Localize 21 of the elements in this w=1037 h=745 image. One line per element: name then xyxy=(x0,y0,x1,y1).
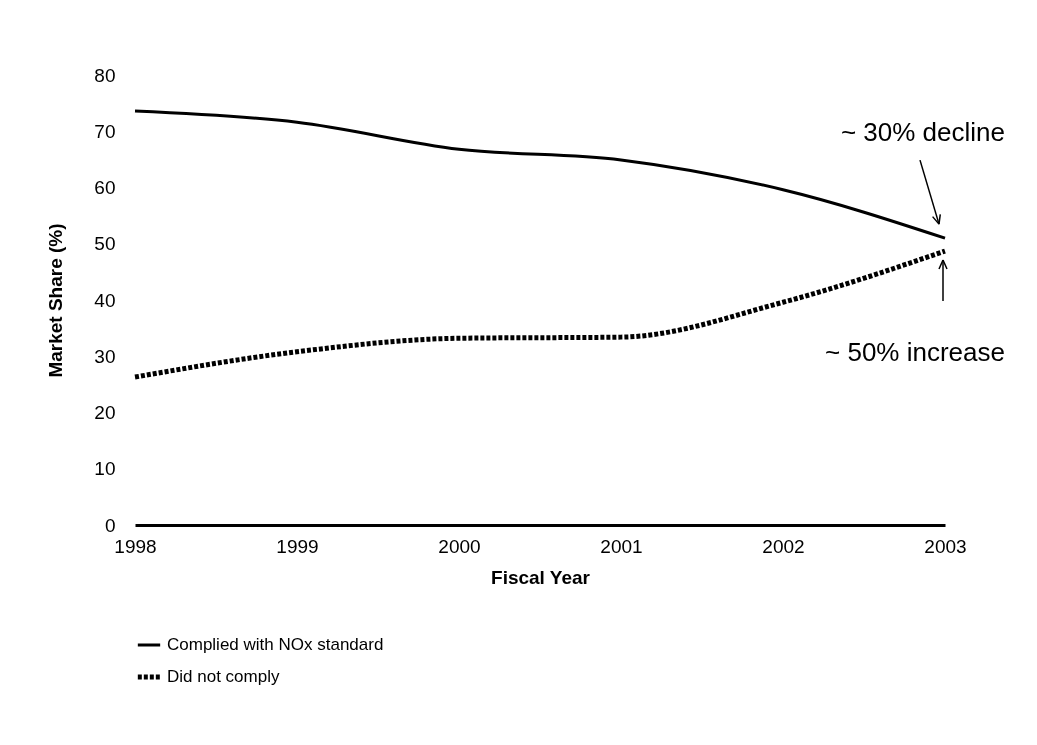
y-tick-label: 10 xyxy=(94,458,116,480)
x-tick-label: 1998 xyxy=(114,535,157,557)
annotation: ~ 50% increase xyxy=(825,337,1005,368)
x-tick-label: 2003 xyxy=(924,535,967,557)
legend-label: Did not comply xyxy=(167,667,280,686)
y-tick-label: 20 xyxy=(94,402,116,423)
x-tick-label: 2000 xyxy=(438,535,481,557)
y-tick-label: 30 xyxy=(94,345,116,367)
y-tick-label: 70 xyxy=(94,120,116,142)
y-tick-label: 80 xyxy=(94,64,116,86)
y-tick-label: 40 xyxy=(94,289,116,311)
legend-label: Complied with NOx standard xyxy=(167,635,384,654)
y-tick-label: 50 xyxy=(94,233,116,255)
annotation: ~ 30% decline xyxy=(840,117,1005,148)
y-tick-label: 60 xyxy=(94,177,116,198)
x-axis-title: Fiscal Year xyxy=(491,566,591,588)
y-axis-title: Market Share (%) xyxy=(45,223,67,378)
x-tick-label: 2002 xyxy=(762,535,805,557)
x-tick-label: 1999 xyxy=(276,535,319,557)
x-tick-label: 2001 xyxy=(600,535,643,557)
y-tick-label: 0 xyxy=(104,514,116,536)
